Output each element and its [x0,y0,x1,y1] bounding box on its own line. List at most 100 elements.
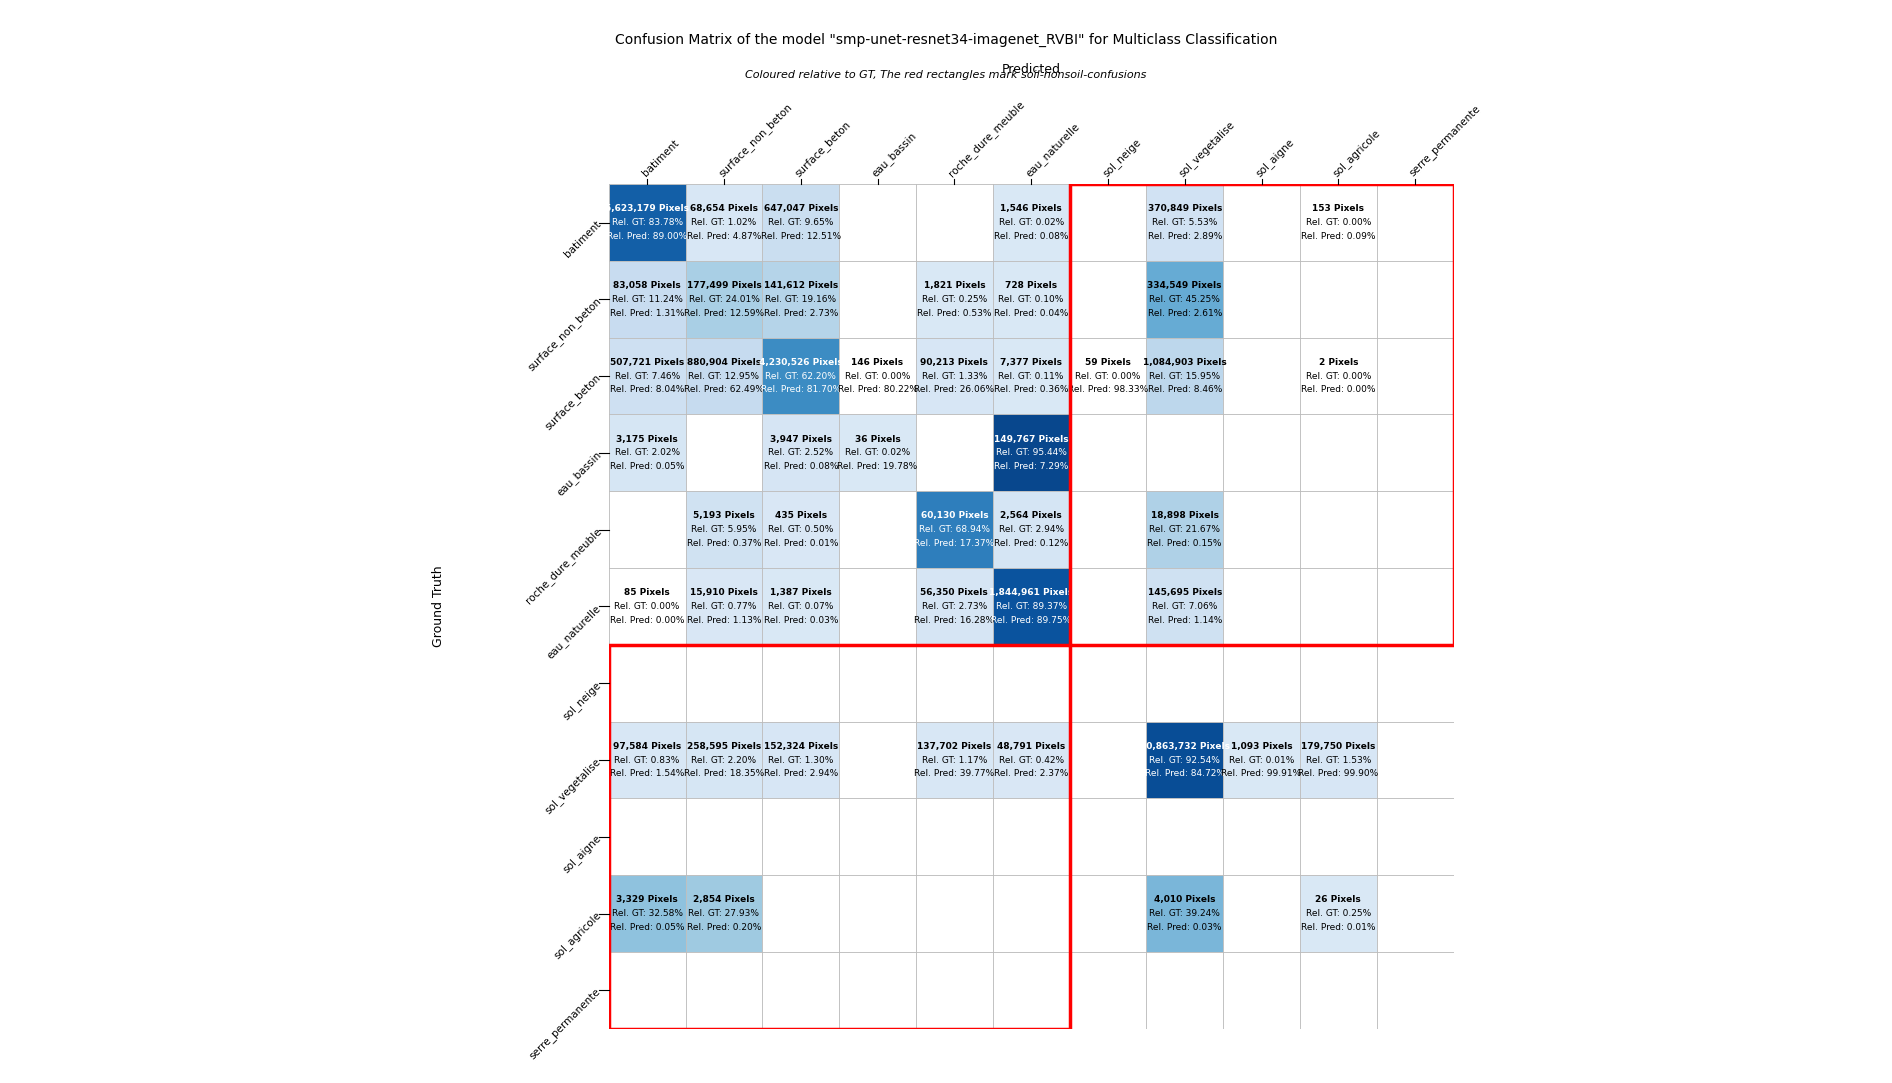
Text: Rel. Pred: 0.37%: Rel. Pred: 0.37% [687,539,761,548]
Text: Rel. Pred: 8.04%: Rel. Pred: 8.04% [609,386,685,394]
Text: sol_neige: sol_neige [560,679,604,722]
Text: Rel. Pred: 17.37%: Rel. Pred: 17.37% [914,539,995,548]
Bar [1069,415,1147,492]
Bar [609,184,685,261]
Text: Predicted: Predicted [1001,63,1061,76]
Text: Rel. Pred: 0.09%: Rel. Pred: 0.09% [1302,232,1375,240]
Bar [609,644,1069,1029]
Text: 1,844,961 Pixels: 1,844,961 Pixels [990,588,1073,597]
Text: sol_aigne: sol_aigne [1254,136,1296,179]
Text: 258,595 Pixels: 258,595 Pixels [687,742,761,751]
Text: serre_permanente: serre_permanente [1408,104,1483,179]
Text: Rel. GT: 2.73%: Rel. GT: 2.73% [921,602,988,611]
Text: Rel. Pred: 1.31%: Rel. Pred: 1.31% [609,309,685,317]
Text: 3,175 Pixels: 3,175 Pixels [617,434,677,444]
Text: Rel. Pred: 26.06%: Rel. Pred: 26.06% [914,386,995,394]
Bar [685,569,762,644]
Bar [1222,261,1300,338]
Text: 97,584 Pixels: 97,584 Pixels [613,742,681,751]
Text: Rel. Pred: 39.77%: Rel. Pred: 39.77% [914,769,995,779]
Text: Rel. GT: 1.33%: Rel. GT: 1.33% [921,371,988,380]
Text: eau_naturelle: eau_naturelle [1024,120,1082,179]
Text: Rel. Pred: 0.36%: Rel. Pred: 0.36% [993,386,1069,394]
Text: Rel. GT: 21.67%: Rel. GT: 21.67% [1148,525,1220,534]
Text: Rel. Pred: 99.90%: Rel. Pred: 99.90% [1298,769,1379,779]
Bar [609,644,685,721]
Bar [993,338,1069,415]
Bar [1069,261,1147,338]
Text: sol_aigne: sol_aigne [560,833,604,875]
Text: 36 Pixels: 36 Pixels [855,434,901,444]
Bar [1222,184,1300,261]
Text: 90,213 Pixels: 90,213 Pixels [920,357,988,367]
Text: Ground Truth: Ground Truth [431,565,445,648]
Text: Rel. Pred: 0.04%: Rel. Pred: 0.04% [993,309,1069,317]
Bar [1300,415,1377,492]
Bar [1300,644,1377,721]
Text: 5,623,179 Pixels: 5,623,179 Pixels [605,205,689,213]
Text: 2 Pixels: 2 Pixels [1319,357,1358,367]
Bar [685,644,762,721]
Bar [840,415,916,492]
Bar [1147,798,1222,875]
Text: eau_bassin: eau_bassin [554,449,604,498]
Bar [762,338,840,415]
Text: 56,350 Pixels: 56,350 Pixels [921,588,988,597]
Bar [609,261,685,338]
Bar [1300,338,1377,415]
Text: Rel. Pred: 0.20%: Rel. Pred: 0.20% [687,923,761,932]
Text: 1,387 Pixels: 1,387 Pixels [770,588,832,597]
Bar [762,952,840,1029]
Text: sol_agricole: sol_agricole [552,910,604,962]
Text: Rel. Pred: 12.51%: Rel. Pred: 12.51% [761,232,840,240]
Bar [1069,798,1147,875]
Text: 3,947 Pixels: 3,947 Pixels [770,434,832,444]
Bar [993,721,1069,798]
Text: Rel. GT: 95.44%: Rel. GT: 95.44% [995,448,1067,457]
Text: Rel. Pred: 1.14%: Rel. Pred: 1.14% [1148,616,1222,625]
Text: Rel. GT: 12.95%: Rel. GT: 12.95% [689,371,759,380]
Bar [840,721,916,798]
Text: Rel. Pred: 89.00%: Rel. Pred: 89.00% [607,232,687,240]
Text: Rel. GT: 7.06%: Rel. GT: 7.06% [1152,602,1217,611]
Text: Rel. Pred: 2.94%: Rel. Pred: 2.94% [764,769,838,779]
Text: 5,193 Pixels: 5,193 Pixels [692,511,755,520]
Text: 85 Pixels: 85 Pixels [624,588,670,597]
Text: Rel. GT: 19.16%: Rel. GT: 19.16% [764,295,836,304]
Bar [1377,798,1453,875]
Bar [1300,721,1377,798]
Bar [1222,798,1300,875]
Bar [1377,338,1453,415]
Bar [840,184,916,261]
Text: Rel. GT: 24.01%: Rel. GT: 24.01% [689,295,759,304]
Text: 141,612 Pixels: 141,612 Pixels [764,280,838,290]
Text: 4,010 Pixels: 4,010 Pixels [1154,896,1215,904]
Text: Confusion Matrix of the model "smp-unet-resnet34-imagenet_RVBI" for Multiclass C: Confusion Matrix of the model "smp-unet-… [615,32,1277,47]
Bar [840,569,916,644]
Bar [840,798,916,875]
Bar [762,875,840,952]
Bar [840,261,916,338]
Text: Rel. GT: 0.01%: Rel. GT: 0.01% [1228,756,1294,765]
Text: Rel. GT: 9.65%: Rel. GT: 9.65% [768,218,834,227]
Text: Rel. GT: 0.50%: Rel. GT: 0.50% [768,525,834,534]
Text: Rel. GT: 0.00%: Rel. GT: 0.00% [846,371,910,380]
Text: Rel. GT: 0.02%: Rel. GT: 0.02% [846,448,910,457]
Text: 647,047 Pixels: 647,047 Pixels [764,205,838,213]
Text: Rel. GT: 1.02%: Rel. GT: 1.02% [691,218,757,227]
Text: Rel. GT: 83.78%: Rel. GT: 83.78% [611,218,683,227]
Bar [916,952,993,1029]
Bar [1222,644,1300,721]
Bar [685,721,762,798]
Bar [1069,492,1147,569]
Text: Rel. GT: 0.00%: Rel. GT: 0.00% [1075,371,1141,380]
Bar [1377,184,1453,261]
Bar [1377,415,1453,492]
Text: Rel. GT: 1.30%: Rel. GT: 1.30% [768,756,834,765]
Bar [1069,184,1147,261]
Text: batiment: batiment [562,219,604,260]
Bar [1147,875,1222,952]
Bar [609,569,685,644]
Bar [1147,492,1222,569]
Text: Rel. GT: 2.94%: Rel. GT: 2.94% [999,525,1063,534]
